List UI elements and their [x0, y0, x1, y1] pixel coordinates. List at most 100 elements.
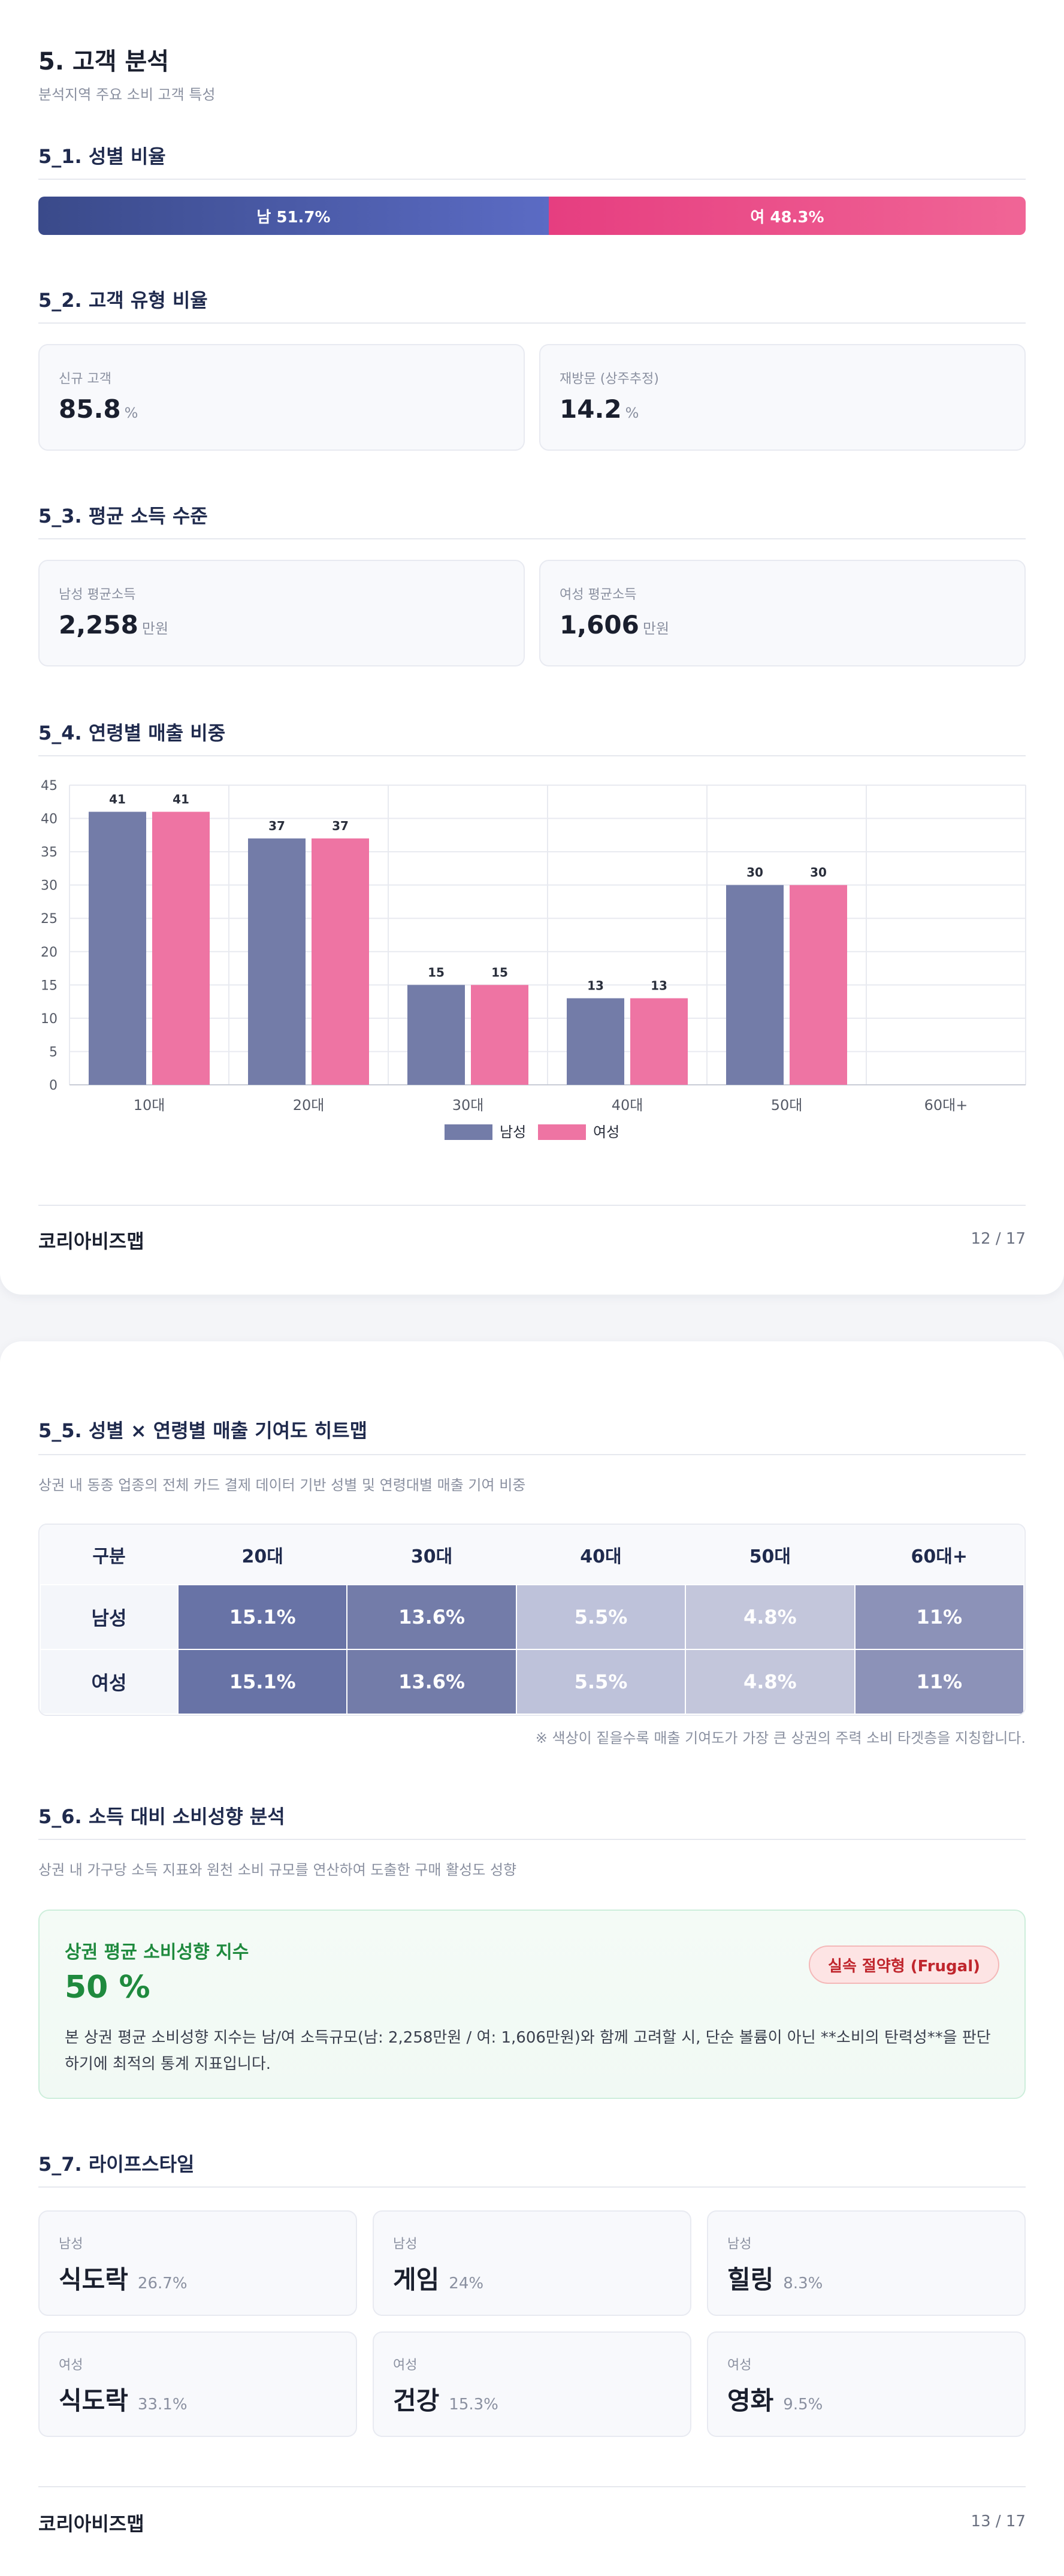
y-tick-label: 25 — [41, 912, 58, 927]
y-tick-label: 45 — [41, 779, 58, 794]
customer-type-heading: 5_2. 고객 유형 비율 — [38, 289, 208, 312]
report-page-12: 5. 고객 분석 분석지역 주요 소비 고객 특성 5_1. 성별 비율 남 5… — [0, 0, 1064, 1295]
lifestyle-pct: 8.3% — [783, 2275, 823, 2293]
heatmap-heading: 5_5. 성별 × 연령별 매출 기여도 히트맵 — [38, 1419, 368, 1442]
card-label: 재방문 (상주추정) — [560, 372, 659, 387]
lifestyle-name: 건강 — [393, 2386, 440, 2415]
male-ratio-segment: 남 51.7% — [38, 197, 549, 235]
x-tick-label: 30대 — [452, 1097, 484, 1114]
y-tick-label: 10 — [41, 1012, 58, 1027]
bar-value-label: 15 — [428, 965, 445, 979]
lifestyle-name: 식도락 — [59, 2386, 128, 2415]
x-tick-label: 20대 — [293, 1097, 325, 1114]
divider — [38, 538, 1026, 539]
bar-value-label: 41 — [109, 792, 126, 806]
lifestyle-card: 여성 식도락 33.1% — [38, 2331, 357, 2437]
lifestyle-gender: 남성 — [393, 2237, 418, 2252]
y-tick-label: 40 — [41, 812, 58, 827]
y-tick-label: 15 — [41, 978, 58, 993]
lifestyle-name: 영화 — [727, 2386, 774, 2415]
heatmap-col-header: 60대+ — [854, 1525, 1024, 1585]
lifestyle-name: 게임 — [393, 2265, 440, 2294]
heatmap-cell: 15.1% — [177, 1584, 348, 1650]
gender-age-heatmap: 구분 20대 30대 40대 50대 60대+ 남성 15.1% 13.6% 5… — [38, 1524, 1026, 1716]
section-title: 5. 고객 분석 — [38, 48, 170, 76]
heatmap-row-female: 여성 15.1% 13.6% 5.5% 4.8% 11% — [40, 1649, 1024, 1715]
bar — [152, 812, 210, 1085]
lifestyle-card: 남성 힐링 8.3% — [707, 2210, 1026, 2316]
new-customer-card: 신규 고객 85.8 % — [38, 344, 525, 451]
card-value: 2,258 만원 — [59, 610, 168, 640]
bar — [248, 838, 306, 1085]
income-heading: 5_3. 평균 소득 수준 — [38, 505, 208, 527]
lifestyle-card: 여성 영화 9.5% — [707, 2331, 1026, 2437]
bar — [312, 838, 369, 1085]
heatmap-cell: 4.8% — [685, 1649, 856, 1715]
propensity-subtitle: 상권 내 가구당 소득 지표와 원천 소비 규모를 연산하여 도출한 구매 활성… — [38, 1862, 517, 1878]
bar-value-label: 37 — [268, 819, 285, 833]
lifestyle-heading: 5_7. 라이프스타일 — [38, 2153, 195, 2176]
heatmap-col-header: 50대 — [685, 1525, 855, 1585]
unit: % — [124, 405, 138, 421]
x-tick-label: 60대+ — [924, 1097, 968, 1114]
lifestyle-gender: 남성 — [59, 2237, 83, 2252]
female-income-value: 1,606 — [560, 610, 639, 640]
footer-brand: 코리아비즈맵 — [38, 1230, 144, 1253]
bar-value-label: 30 — [810, 865, 827, 880]
card-label: 남성 평균소득 — [59, 587, 136, 602]
bar — [407, 985, 465, 1085]
card-value: 1,606 만원 — [560, 610, 669, 640]
heatmap-cell: 5.5% — [515, 1649, 687, 1715]
new-customer-value: 85.8 — [59, 394, 121, 424]
y-tick-label: 0 — [49, 1078, 58, 1093]
legend-label: 남성 — [500, 1124, 526, 1141]
lifestyle-name: 식도락 — [59, 2265, 128, 2294]
heatmap-subtitle: 상권 내 동종 업종의 전체 카드 결제 데이터 기반 성별 및 연령대별 매출… — [38, 1477, 526, 1494]
bar-value-label: 13 — [587, 979, 604, 993]
lifestyle-gender: 여성 — [393, 2358, 418, 2373]
y-tick-label: 5 — [49, 1045, 58, 1060]
legend-label: 여성 — [593, 1124, 619, 1141]
unit: % — [625, 405, 639, 421]
male-income-value: 2,258 — [59, 610, 138, 640]
heatmap-cell: 13.6% — [346, 1584, 517, 1650]
bar-value-label: 13 — [651, 979, 667, 993]
age-sales-heading: 5_4. 연령별 매출 비중 — [38, 722, 226, 744]
lifestyle-pct: 24% — [449, 2275, 484, 2293]
unit: 만원 — [642, 620, 670, 637]
footer-divider — [38, 2486, 1026, 2487]
bar — [726, 885, 784, 1085]
y-tick-label: 35 — [41, 845, 58, 860]
heatmap-corner: 구분 — [40, 1525, 178, 1585]
heatmap-row-male: 남성 15.1% 13.6% 5.5% 4.8% 11% — [40, 1584, 1024, 1650]
bar-value-label: 41 — [173, 792, 189, 806]
x-tick-label: 50대 — [771, 1097, 803, 1114]
return-customer-value: 14.2 — [560, 394, 622, 424]
card-value: 14.2 % — [560, 394, 639, 424]
heatmap-cell: 11% — [854, 1649, 1024, 1715]
heatmap-cell: 5.5% — [515, 1584, 687, 1650]
female-income-card: 여성 평균소득 1,606 만원 — [539, 560, 1026, 666]
footer-divider — [38, 1205, 1026, 1206]
divider — [38, 2186, 1026, 2188]
lifestyle-card: 남성 식도락 26.7% — [38, 2210, 357, 2316]
legend-swatch — [538, 1124, 586, 1140]
bar — [567, 998, 624, 1085]
page-number: 13 / 17 — [971, 2512, 1026, 2530]
lifestyle-card: 남성 게임 24% — [373, 2210, 691, 2316]
heatmap-col-header: 20대 — [178, 1525, 347, 1585]
bar-value-label: 30 — [746, 865, 763, 880]
gender-ratio-heading: 5_1. 성별 비율 — [38, 145, 166, 168]
bar — [89, 812, 146, 1085]
propensity-title: 상권 평균 소비성향 지수 — [65, 1942, 249, 1963]
divider — [38, 1839, 1026, 1840]
card-label: 여성 평균소득 — [560, 587, 637, 602]
page-number: 12 / 17 — [971, 1230, 1026, 1248]
heatmap-col-header: 30대 — [347, 1525, 516, 1585]
lifestyle-gender: 여성 — [59, 2358, 83, 2373]
lifestyle-gender: 여성 — [727, 2358, 752, 2373]
propensity-badge: 실속 절약형 (Frugal) — [809, 1945, 999, 1984]
lifestyle-pct: 33.1% — [137, 2396, 188, 2414]
heatmap-cell: 4.8% — [685, 1584, 856, 1650]
x-tick-label: 40대 — [612, 1097, 643, 1114]
